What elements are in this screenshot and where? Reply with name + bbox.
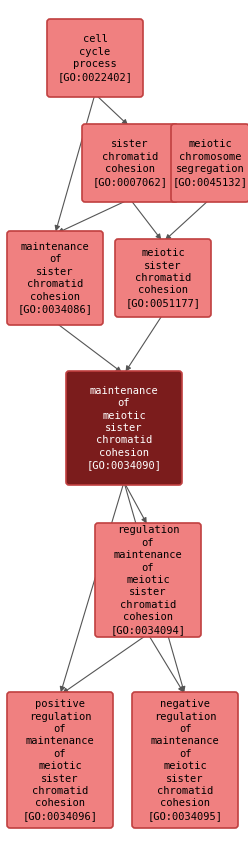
FancyBboxPatch shape bbox=[47, 19, 143, 97]
FancyBboxPatch shape bbox=[7, 692, 113, 828]
FancyBboxPatch shape bbox=[95, 523, 201, 637]
Text: sister
chromatid
cohesion
[GO:0007062]: sister chromatid cohesion [GO:0007062] bbox=[93, 139, 167, 187]
Text: meiotic
sister
chromatid
cohesion
[GO:0051177]: meiotic sister chromatid cohesion [GO:00… bbox=[125, 249, 200, 308]
FancyBboxPatch shape bbox=[132, 692, 238, 828]
Text: maintenance
of
sister
chromatid
cohesion
[GO:0034086]: maintenance of sister chromatid cohesion… bbox=[18, 242, 93, 314]
Text: maintenance
of
meiotic
sister
chromatid
cohesion
[GO:0034090]: maintenance of meiotic sister chromatid … bbox=[87, 386, 161, 470]
Text: negative
regulation
of
maintenance
of
meiotic
sister
chromatid
cohesion
[GO:0034: negative regulation of maintenance of me… bbox=[148, 699, 222, 820]
Text: regulation
of
maintenance
of
meiotic
sister
chromatid
cohesion
[GO:0034094]: regulation of maintenance of meiotic sis… bbox=[111, 525, 186, 635]
FancyBboxPatch shape bbox=[7, 231, 103, 325]
Text: positive
regulation
of
maintenance
of
meiotic
sister
chromatid
cohesion
[GO:0034: positive regulation of maintenance of me… bbox=[23, 699, 97, 820]
Text: meiotic
chromosome
segregation
[GO:0045132]: meiotic chromosome segregation [GO:00451… bbox=[173, 139, 248, 187]
Text: cell
cycle
process
[GO:0022402]: cell cycle process [GO:0022402] bbox=[58, 34, 132, 82]
FancyBboxPatch shape bbox=[82, 124, 178, 202]
FancyBboxPatch shape bbox=[115, 239, 211, 317]
FancyBboxPatch shape bbox=[171, 124, 248, 202]
FancyBboxPatch shape bbox=[66, 371, 182, 485]
